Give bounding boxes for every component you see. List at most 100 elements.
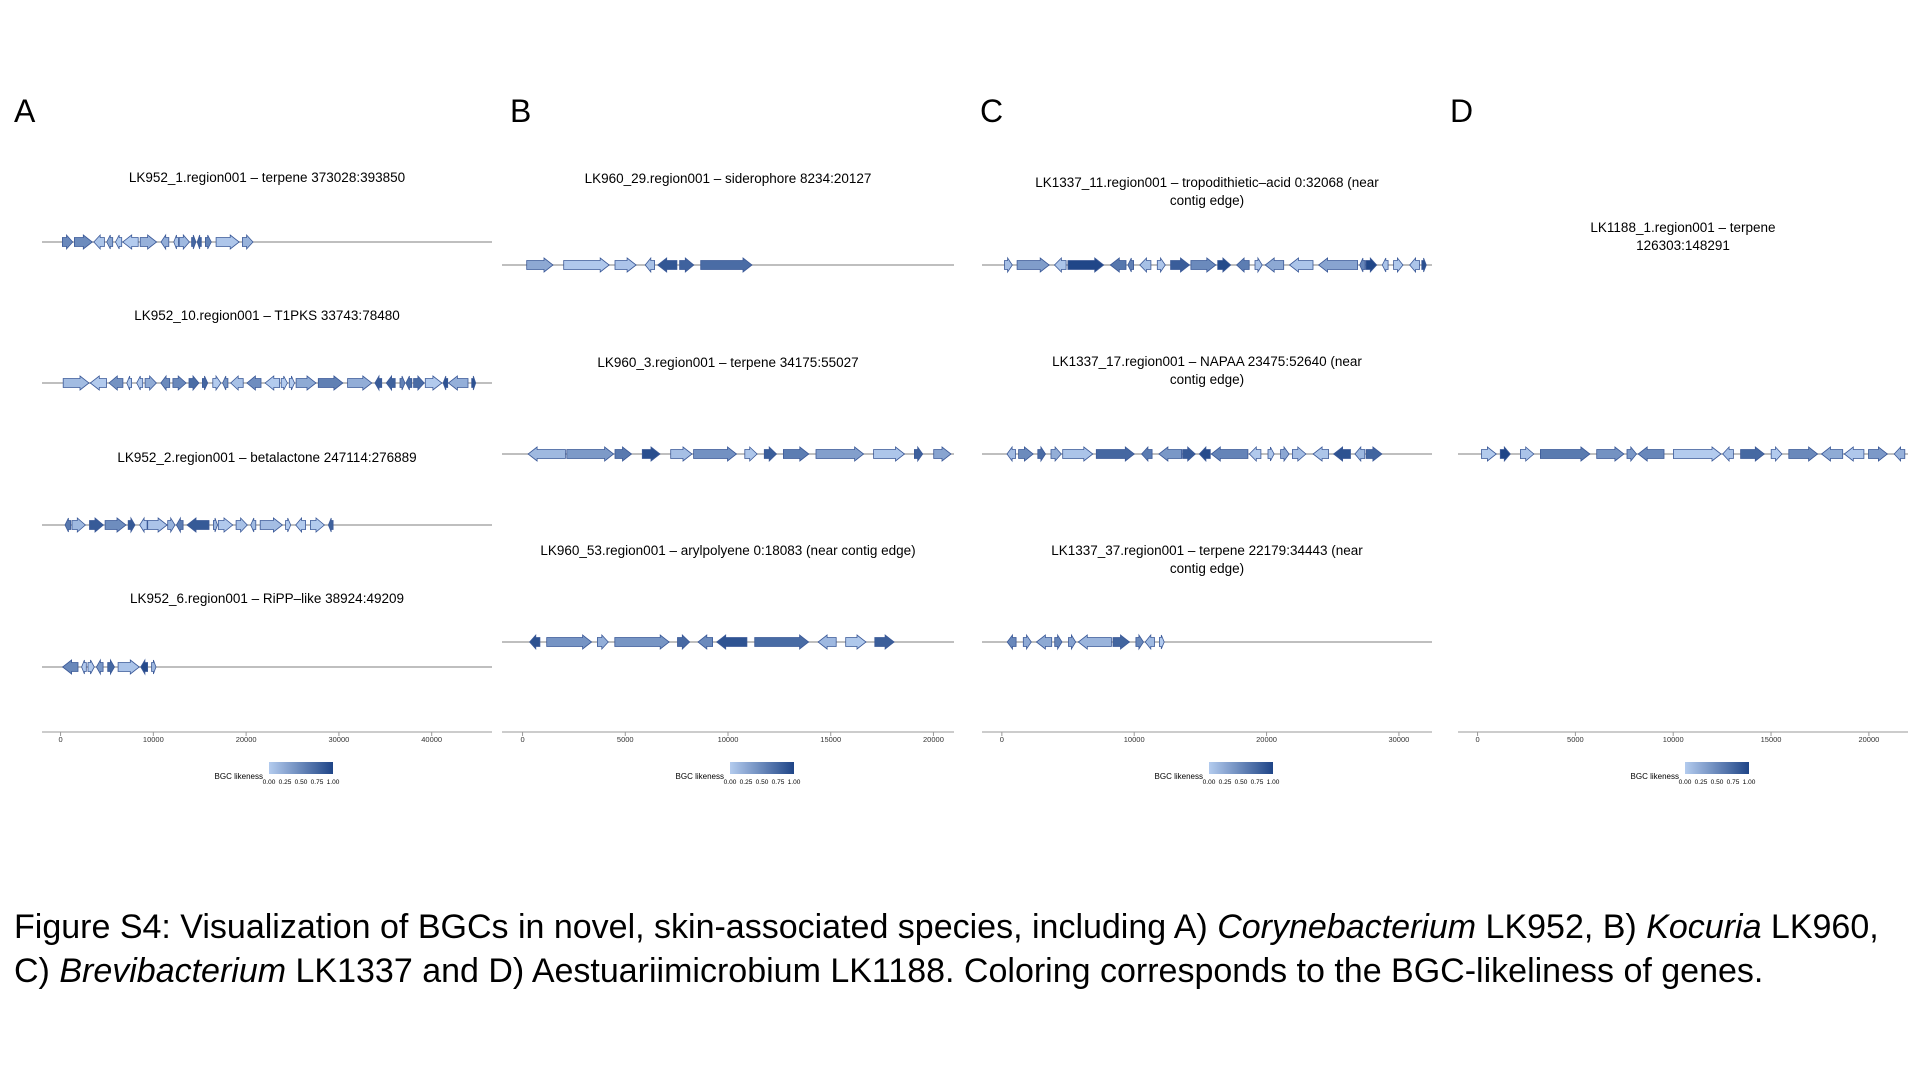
gene-arrow [1139,257,1152,273]
gene-arrow [679,257,695,273]
gene-arrow [700,257,753,273]
gene-arrow [186,517,210,533]
gene-arrow [374,374,383,392]
gene-arrow [1868,446,1889,462]
x-axis-tick-label: 20000 [1858,735,1879,744]
track-title: LK960_29.region001 – siderophore 8234:20… [585,171,872,186]
gene-arrow [874,634,895,650]
legend-tick-label: 1.00 [327,779,340,786]
gene-arrow [1016,257,1050,273]
gene-arrow [1354,445,1366,463]
gene-arrow [1062,446,1094,462]
gene-arrow [1637,446,1665,462]
gene-arrow [106,234,114,250]
gene-arrow [754,634,810,650]
gene-arrow [217,517,234,533]
gene-arrow [546,634,593,650]
gene-arrow [763,446,778,462]
gene-arrow [933,446,952,462]
x-axis-tick-label: 0 [1000,735,1004,744]
gene-arrow [89,375,107,391]
legend-tick-label: 1.00 [1743,779,1756,786]
gene-arrow [1095,446,1135,462]
gene-arrow [172,375,187,391]
gene-arrow [447,375,469,391]
x-axis-tick-label: 30000 [328,735,349,744]
gene-arrow [1843,446,1865,462]
gene-arrow [914,445,924,463]
gene-arrow [1820,446,1844,462]
x-axis-tick-label: 30000 [1388,735,1409,744]
gene-arrow [81,659,87,675]
panel-letter-B: B [510,93,531,129]
legend-tick-label: 0.75 [1251,779,1264,786]
legend-title: BGC likeness [1631,772,1679,781]
gene-arrow [1365,446,1383,462]
gene-arrow [1626,445,1638,463]
gene-arrow [280,375,288,391]
gene-arrow [89,517,105,533]
legend-tick-label: 0.00 [1203,779,1216,786]
panel-letter-C: C [980,93,1003,129]
gene-arrow [188,374,200,392]
bgc-figure: A LK952_1.region001 – terpene 373028:3938… [14,93,1908,786]
gene-arrow [614,446,633,462]
track-title: LK960_3.region001 – terpene 34175:55027 [597,355,858,370]
gene-arrow [1109,257,1127,273]
gene-arrow [1292,446,1307,462]
gene-arrow [347,375,373,391]
gene-arrow [264,375,281,391]
track-title: LK952_10.region001 – T1PKS 33743:78480 [134,308,399,323]
x-axis-tick-label: 5000 [1567,735,1584,744]
gene-arrow [1210,446,1249,462]
gene-arrow [295,516,307,534]
gene-arrow [1050,445,1062,463]
x-axis-tick-label: 10000 [1663,735,1684,744]
gene-arrow [1267,446,1275,462]
gene-arrow [614,257,637,273]
gene-arrow [1332,446,1351,462]
gene-arrow [526,257,554,273]
gene-arrow [191,234,197,250]
gene-arrow [151,659,157,675]
gene-arrow [1596,446,1625,462]
gene-arrow [126,375,133,391]
gene-arrow [1022,633,1032,651]
legend-tick-label: 0.50 [295,779,308,786]
gene-arrow [1280,445,1290,463]
gene-arrow [697,634,713,650]
gene-arrow [222,375,229,391]
gene-arrow [1312,446,1329,462]
gene-arrow [1381,257,1389,273]
gene-arrow [1190,257,1217,273]
gene-arrow [107,658,115,676]
gene-arrow [122,234,139,250]
legend-tick-label: 1.00 [788,779,801,786]
legend-title: BGC likeness [215,772,263,781]
gene-arrow [1520,446,1535,462]
gene-arrow [405,375,413,391]
gene-arrow [93,233,105,251]
gene-arrow [1053,257,1067,273]
x-axis-tick-label: 10000 [1124,735,1145,744]
gene-arrow [246,375,262,391]
gene-arrow [235,517,248,533]
gene-arrow [147,517,168,533]
gene-arrow [1288,257,1314,273]
gene-arrow [1054,633,1063,651]
gene-arrow [144,375,157,391]
gene-arrow [385,374,396,392]
legend-tick-label: 0.25 [1695,779,1708,786]
gene-arrow [204,234,212,250]
legend-tick-label: 0.50 [1235,779,1248,786]
track-title: contig edge) [1170,372,1244,387]
gene-arrow [178,233,190,251]
gene-arrow [160,233,170,251]
gene-arrow [201,375,209,391]
gene-arrow [196,234,202,250]
gene-arrow [1035,634,1053,650]
track-title: LK960_53.region001 – arylpolyene 0:18083… [540,543,915,558]
gene-arrow [173,234,179,250]
x-axis-tick-label: 15000 [820,735,841,744]
legend-tick-label: 0.00 [724,779,737,786]
